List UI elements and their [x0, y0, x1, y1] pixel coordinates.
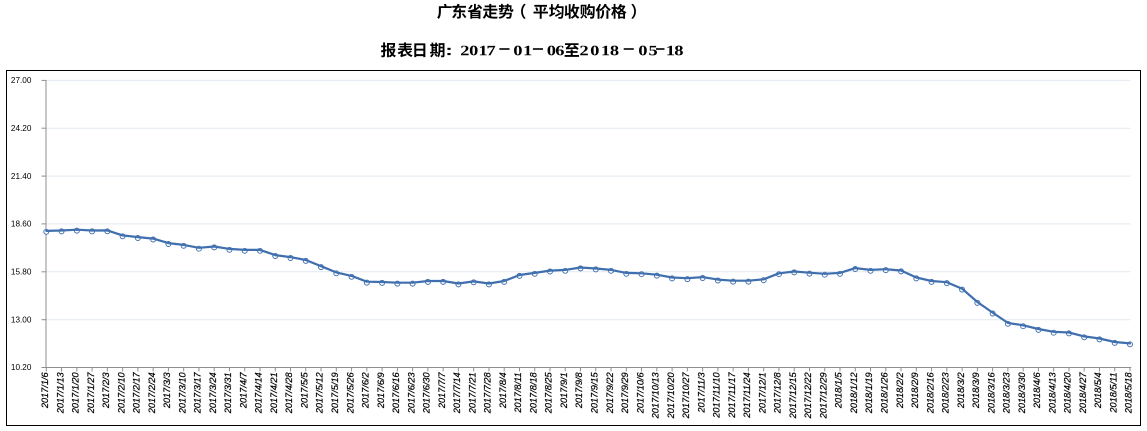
- svg-text:2017/5/12: 2017/5/12: [315, 372, 325, 414]
- svg-text:2017/12/15: 2017/12/15: [788, 372, 798, 420]
- svg-text:2018/4/20: 2018/4/20: [1063, 372, 1073, 415]
- svg-text:2017/5/5: 2017/5/5: [299, 372, 309, 410]
- svg-text:2017/4/28: 2017/4/28: [284, 372, 294, 415]
- svg-text:2017/11/24: 2017/11/24: [742, 372, 752, 418]
- svg-text:2017/8/25: 2017/8/25: [544, 372, 554, 415]
- svg-text:2017/1/27: 2017/1/27: [86, 372, 96, 415]
- svg-text:2017/10/27: 2017/10/27: [681, 372, 691, 420]
- svg-text:2018/2/9: 2018/2/9: [910, 372, 920, 409]
- svg-text:2018/1/19: 2018/1/19: [864, 372, 874, 414]
- svg-text:2017/8/4: 2017/8/4: [498, 372, 508, 409]
- svg-text:2017/4/7: 2017/4/7: [238, 372, 248, 410]
- svg-text:2017/3/24: 2017/3/24: [208, 372, 218, 414]
- svg-text:2017/4/14: 2017/4/14: [254, 372, 264, 414]
- svg-text:2017/11/17: 2017/11/17: [727, 372, 737, 419]
- svg-text:2018/1/5: 2018/1/5: [834, 372, 844, 410]
- svg-text:2017/12/1: 2017/12/1: [757, 372, 767, 414]
- svg-text:2018/3/9: 2018/3/9: [971, 372, 981, 409]
- svg-text:2017/8/11: 2017/8/11: [513, 372, 523, 413]
- svg-text:2017/1/6: 2017/1/6: [40, 372, 50, 410]
- svg-text:2017/5/19: 2017/5/19: [330, 372, 340, 414]
- svg-text:24.20: 24.20: [11, 124, 32, 133]
- svg-text:2017/6/30: 2017/6/30: [422, 372, 432, 415]
- svg-text:2018/1/12: 2018/1/12: [849, 372, 859, 414]
- svg-text:2017/1/20: 2017/1/20: [71, 372, 81, 415]
- svg-text:2018/2/2: 2018/2/2: [895, 372, 905, 409]
- svg-text:2017/3/10: 2017/3/10: [177, 372, 187, 415]
- svg-text:2017/8/18: 2017/8/18: [528, 372, 538, 415]
- svg-text:2017/10/6: 2017/10/6: [635, 372, 645, 415]
- svg-text:27.00: 27.00: [11, 76, 32, 85]
- svg-text:2018/3/30: 2018/3/30: [1017, 372, 1027, 415]
- svg-text:15.80: 15.80: [11, 268, 32, 277]
- svg-text:2018/4/27: 2018/4/27: [1078, 372, 1088, 415]
- svg-text:2017/12/29: 2017/12/29: [818, 372, 828, 419]
- svg-text:2017/6/9: 2017/6/9: [376, 372, 386, 409]
- svg-text:2018/5/11: 2018/5/11: [1108, 372, 1118, 413]
- svg-text:10.20: 10.20: [11, 363, 32, 372]
- svg-text:2018/3/23: 2018/3/23: [1002, 372, 1012, 415]
- svg-text:2018/5/4: 2018/5/4: [1093, 372, 1103, 409]
- svg-text:2017/3/3: 2017/3/3: [162, 372, 172, 410]
- svg-text:2017/10/20: 2017/10/20: [666, 372, 676, 420]
- svg-text:2017/7/7: 2017/7/7: [437, 372, 447, 410]
- svg-text:2017/9/1: 2017/9/1: [559, 372, 569, 409]
- svg-text:2017/7/14: 2017/7/14: [452, 372, 462, 414]
- svg-text:2017/5/26: 2017/5/26: [345, 372, 355, 415]
- svg-text:2017/12/8: 2017/12/8: [773, 372, 783, 415]
- svg-text:18.60: 18.60: [11, 220, 32, 229]
- svg-text:2017/7/21: 2017/7/21: [467, 372, 477, 414]
- svg-text:2017/1/13: 2017/1/13: [55, 372, 65, 415]
- svg-text:2017/3/17: 2017/3/17: [193, 372, 203, 415]
- svg-text:2017/3/31: 2017/3/31: [223, 372, 233, 414]
- svg-text:2017/11/3: 2017/11/3: [696, 372, 706, 414]
- svg-text:2018/3/2: 2018/3/2: [956, 372, 966, 409]
- svg-text:2017/12/22: 2017/12/22: [803, 372, 813, 419]
- svg-text:2018/2/23: 2018/2/23: [941, 372, 951, 415]
- svg-text:2017/6/23: 2017/6/23: [406, 372, 416, 415]
- svg-text:2017/10/13: 2017/10/13: [651, 372, 661, 420]
- svg-text:2017/2/24: 2017/2/24: [147, 372, 157, 414]
- svg-text:2018/4/6: 2018/4/6: [1032, 372, 1042, 410]
- svg-text:2017/9/8: 2017/9/8: [574, 372, 584, 410]
- svg-text:2017/9/15: 2017/9/15: [589, 372, 599, 415]
- svg-text:2017/4/21: 2017/4/21: [269, 372, 279, 414]
- svg-text:2018/3/16: 2018/3/16: [986, 372, 996, 415]
- svg-text:2017/9/29: 2017/9/29: [620, 372, 630, 414]
- svg-text:2018/4/13: 2018/4/13: [1047, 372, 1057, 415]
- svg-text:2018/5/18: 2018/5/18: [1124, 372, 1134, 415]
- svg-text:2017/2/3: 2017/2/3: [101, 372, 111, 410]
- svg-text:2018/1/26: 2018/1/26: [879, 372, 889, 415]
- svg-text:2017/6/2: 2017/6/2: [361, 372, 371, 409]
- svg-text:2017/2/17: 2017/2/17: [132, 372, 142, 415]
- svg-text:13.00: 13.00: [11, 315, 32, 324]
- svg-text:2017/2/10: 2017/2/10: [116, 372, 126, 415]
- svg-text:2017/11/10: 2017/11/10: [712, 372, 722, 419]
- svg-text:2018/2/16: 2018/2/16: [925, 372, 935, 415]
- svg-text:21.40: 21.40: [11, 172, 32, 181]
- svg-text:2017/9/22: 2017/9/22: [605, 372, 615, 414]
- svg-text:2017/6/16: 2017/6/16: [391, 372, 401, 415]
- svg-text:2017/7/28: 2017/7/28: [483, 372, 493, 415]
